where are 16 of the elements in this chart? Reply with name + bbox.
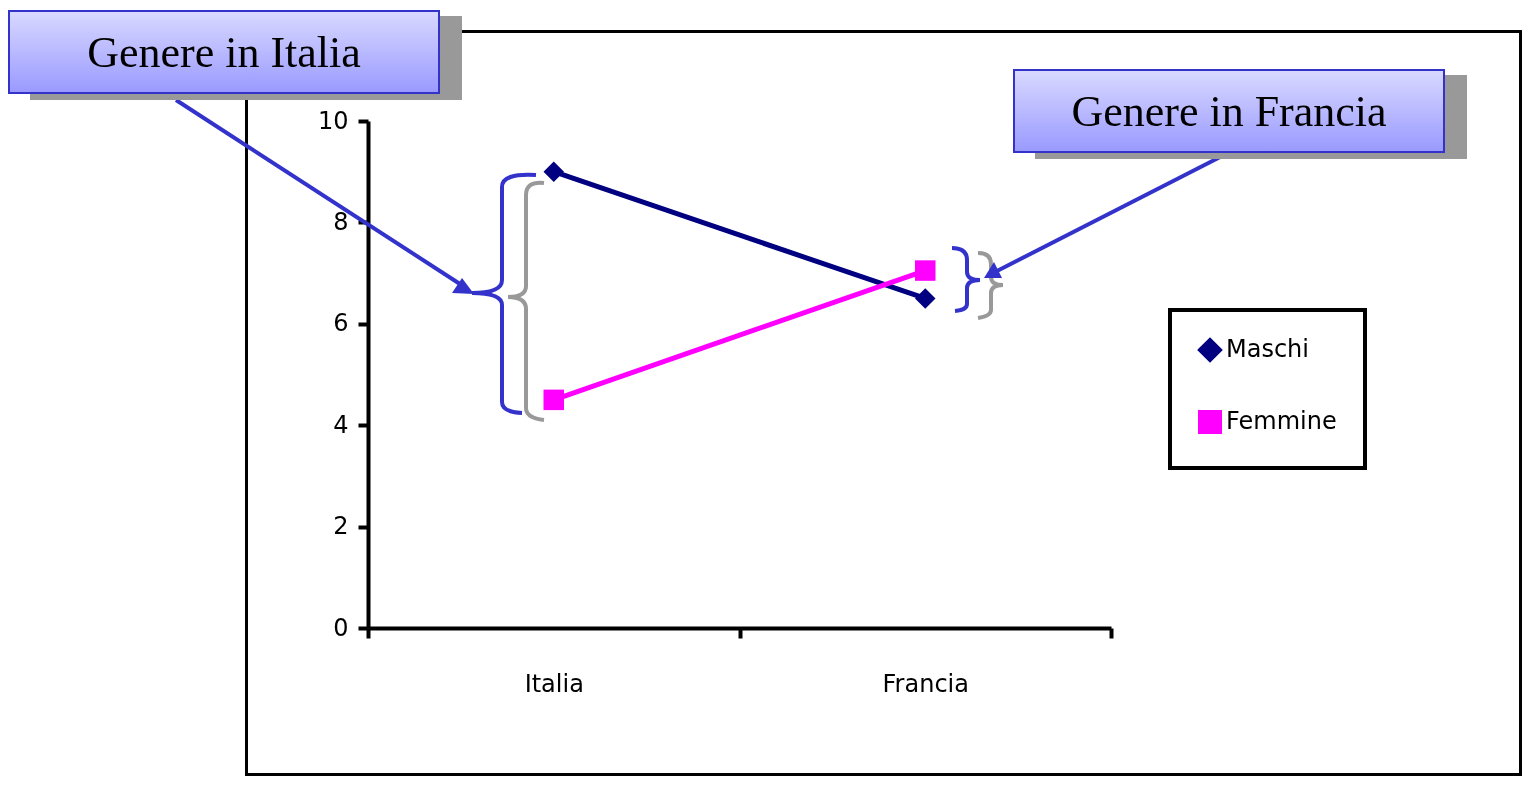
annotation: Genere in Francia: [1013, 69, 1445, 153]
legend-label: Maschi: [1226, 335, 1309, 363]
y-tick-label: 0: [333, 613, 349, 642]
y-tick-label: 6: [333, 309, 349, 338]
point: [915, 260, 936, 281]
y-tick-label: 10: [317, 106, 349, 135]
point: [915, 288, 936, 309]
x-tick-label: Francia: [882, 669, 969, 698]
x-tick-label: Italia: [524, 669, 584, 698]
y-tick-label: 4: [333, 410, 349, 439]
y-tick-label: 8: [333, 207, 349, 236]
y-tick-label: 2: [333, 512, 349, 541]
point: [543, 161, 564, 182]
legend-label: Femmine: [1226, 407, 1337, 435]
text: Genere in Italia: [8, 10, 440, 94]
point: [543, 389, 564, 411]
